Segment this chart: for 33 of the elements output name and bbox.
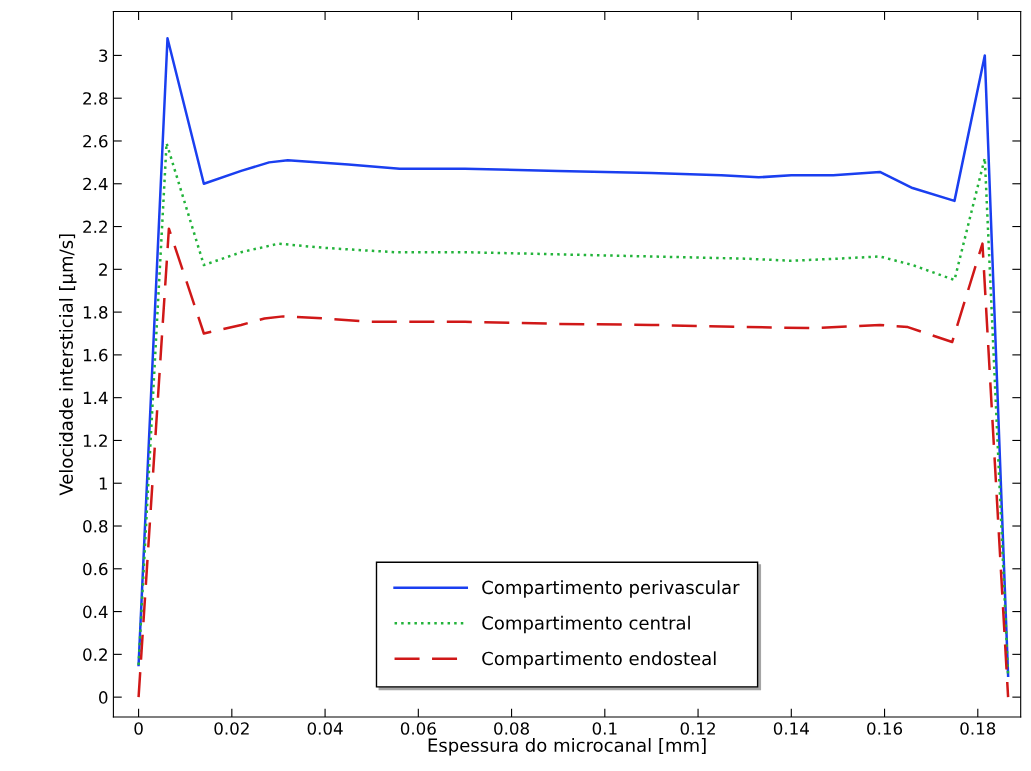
x-tick-label: 0.02 [214, 722, 249, 735]
x-tick-label: 0.04 [307, 722, 343, 735]
y-tick-label: 1 [99, 477, 108, 490]
y-tick-label: 0 [99, 691, 108, 704]
line-series [137, 227, 1010, 699]
y-tick-label: 1.8 [83, 306, 108, 319]
y-tick-label: 0.8 [83, 519, 108, 533]
y-tick-label: 0.4 [83, 605, 108, 619]
y-tick-label: 1.6 [83, 348, 108, 362]
y-tick-label: 2.8 [83, 92, 108, 105]
y-tick-label: 1.4 [83, 391, 108, 404]
y-tick-label: 3 [99, 49, 108, 62]
y-tick-label: 1.2 [83, 434, 107, 447]
y-tick-label: 2.2 [83, 220, 107, 233]
line-series [137, 37, 1010, 677]
y-tick-label: 2 [99, 263, 107, 276]
x-tick-label: 0.14 [773, 722, 809, 735]
x-axis-title: Espessura do microcanal [mm] [428, 738, 706, 756]
y-tick-label: 0.2 [83, 648, 107, 661]
x-tick-label: 0.16 [867, 722, 903, 735]
y-tick-label: 0.6 [83, 562, 108, 576]
legend-label: Compartimento central [482, 615, 690, 634]
y-tick-label: 2.4 [83, 177, 108, 191]
y-tick-label: 2.6 [83, 134, 108, 148]
y-axis-title: Velocidade intersticial [μm/s] [59, 234, 77, 496]
x-tick-label: 0 [134, 722, 143, 735]
legend-label: Compartimento endosteal [482, 651, 716, 669]
x-tick-label: 0.12 [680, 722, 715, 735]
x-tick-label: 0.18 [960, 722, 996, 735]
x-tick-label: 0.08 [494, 722, 529, 735]
x-tick-label: 0.1 [592, 722, 617, 735]
x-tick-label: 0.06 [400, 722, 436, 735]
legend-label: Compartimento perivascular [482, 580, 740, 598]
